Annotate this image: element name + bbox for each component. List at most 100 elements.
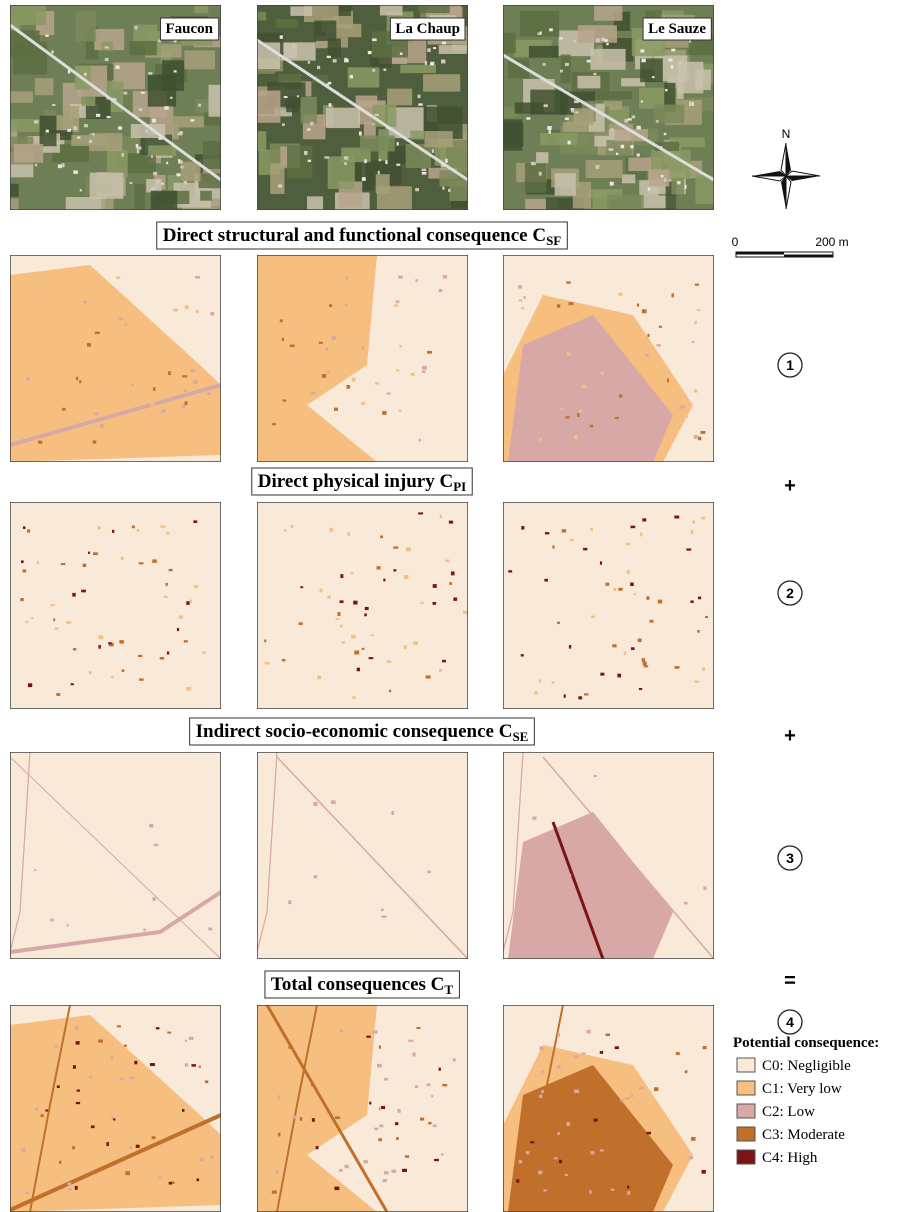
building [83,564,87,567]
field [11,0,46,25]
building [705,616,708,618]
building [182,375,187,377]
building [569,645,571,649]
building [565,1174,568,1176]
building [73,1065,76,1069]
building [530,1141,534,1143]
field [181,162,201,181]
field [360,135,395,151]
building [600,1051,603,1054]
field [198,173,237,188]
building [125,1171,130,1175]
building [574,1090,579,1094]
building [557,304,560,307]
building [684,902,687,905]
step-number: 3 [786,850,794,866]
map-background [257,502,468,709]
building [610,128,613,130]
building [690,600,693,603]
building [591,528,593,531]
building [426,675,431,678]
building [119,317,123,319]
building [27,529,30,532]
building [51,51,53,54]
map-panel [10,502,221,709]
field [184,50,215,69]
building [340,574,343,578]
section-title: Indirect socio-economic consequence CSE [196,721,529,744]
building [345,304,347,307]
building [552,681,555,684]
building [161,182,163,184]
building [35,164,37,166]
building [316,1146,319,1149]
building [575,111,579,113]
building [186,687,191,690]
building [132,526,135,529]
building [608,882,612,885]
building [676,1052,680,1055]
field [590,49,625,70]
building [616,153,618,155]
building [50,366,53,370]
building [519,1160,522,1163]
north-arrow [786,143,791,176]
building [53,618,55,621]
building [695,284,699,286]
field [35,78,54,95]
building [352,696,355,699]
scale-bar [736,252,784,255]
building [311,392,316,395]
field [525,163,546,193]
building [566,416,570,418]
field [326,108,360,128]
building [166,162,168,164]
building [42,296,47,298]
section-title-text: Indirect socio-economic consequence C [196,721,513,742]
building [641,101,643,103]
building [47,282,52,284]
building [362,648,365,650]
scale-end: 200 m [815,235,848,249]
field [574,108,594,124]
building [174,70,177,72]
building [568,141,571,145]
building [383,69,386,71]
field [254,131,266,150]
building [615,417,619,419]
building [564,694,566,697]
building [372,38,377,41]
building [173,309,178,312]
building [541,1090,543,1093]
field [200,191,212,201]
field [449,180,482,201]
building [639,1087,644,1090]
building [335,1116,340,1119]
building [591,1151,595,1154]
building [184,389,187,392]
building [136,144,138,148]
field [555,173,576,195]
scale-bar [784,255,833,258]
building [665,89,668,91]
building [354,651,359,655]
building [619,881,624,885]
building [62,163,65,167]
building [655,388,659,390]
building [570,539,574,541]
building [397,1109,400,1113]
building [614,403,616,406]
building [193,520,197,523]
building [191,369,196,372]
building [130,1146,133,1149]
building [336,618,340,620]
building [73,170,78,173]
building [134,1061,137,1065]
building [691,530,694,534]
building [179,615,184,618]
building [449,582,452,585]
building [600,561,602,564]
building [117,1025,121,1027]
building [582,1052,586,1054]
building [77,1090,81,1092]
